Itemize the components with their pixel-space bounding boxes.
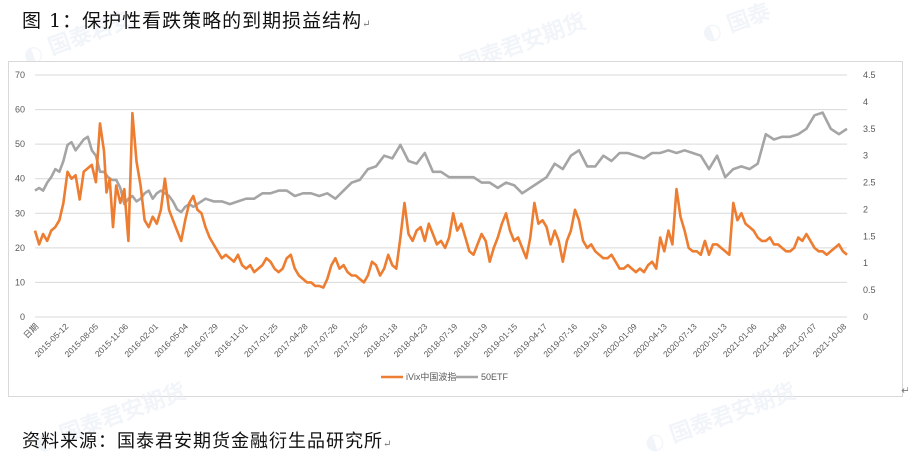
chart-legend: iVix中国波指 50ETF	[381, 371, 509, 382]
right-tick-label: 0.5	[863, 285, 876, 295]
figure-source-text: 资料来源：国泰君安期货金融衍生品研究所	[22, 431, 383, 452]
left-tick-label: 30	[15, 208, 25, 218]
left-tick-label: 10	[15, 277, 25, 287]
paragraph-mark: ↵	[362, 19, 372, 30]
line-chart: 0 10 20 30 40 50 60 70 0 0.5 1 1.5 2 2.5 3 3.5 4 4.5 日期2…	[15, 70, 876, 382]
gridlines	[35, 74, 847, 318]
figure-source: 资料来源：国泰君安期货金融衍生品研究所↵	[22, 427, 392, 453]
paragraph-mark: ↵	[901, 384, 908, 397]
left-y-axis: 0 10 20 30 40 50 60 70	[15, 70, 25, 322]
chart-frame: 0 10 20 30 40 50 60 70 0 0.5 1 1.5 2 2.5 3 3.5 4 4.5 日期 2…	[8, 61, 903, 397]
watermark-logo: ◐ 国泰	[698, 0, 774, 48]
left-tick-label: 60	[15, 105, 25, 115]
left-tick-label: 50	[15, 139, 25, 149]
paragraph-mark: ↵	[383, 439, 393, 450]
figure-title: 图 1：保护性看跌策略的到期损益结构↵	[22, 6, 372, 33]
right-tick-label: 4.5	[863, 70, 876, 80]
right-tick-label: 3.5	[863, 124, 876, 134]
left-tick-label: 0	[20, 312, 25, 322]
right-tick-label: 3	[863, 151, 868, 161]
right-tick-label: 2	[863, 204, 868, 214]
right-tick-label: 0	[863, 312, 868, 322]
x-axis: 日期2015-05-122015-08-052015-11-062016-02-…	[21, 321, 848, 359]
x-tick-label: 日期	[21, 321, 40, 340]
right-y-axis: 0 0.5 1 1.5 2 2.5 3 3.5 4 4.5	[863, 70, 876, 322]
left-tick-label: 40	[15, 174, 25, 184]
legend-label-ivix: iVix中国波指	[406, 371, 456, 382]
series-ivix-line	[33, 111, 848, 289]
right-tick-label: 2.5	[863, 178, 876, 188]
legend-label-50etf: 50ETF	[481, 372, 509, 382]
right-tick-label: 1.5	[863, 231, 876, 241]
left-tick-label: 70	[15, 70, 25, 80]
figure-title-text: 图 1：保护性看跌策略的到期损益结构	[22, 10, 363, 32]
series-50etf-line	[34, 111, 848, 214]
left-tick-label: 20	[15, 243, 25, 253]
right-tick-label: 4	[863, 97, 868, 107]
right-tick-label: 1	[863, 258, 868, 268]
